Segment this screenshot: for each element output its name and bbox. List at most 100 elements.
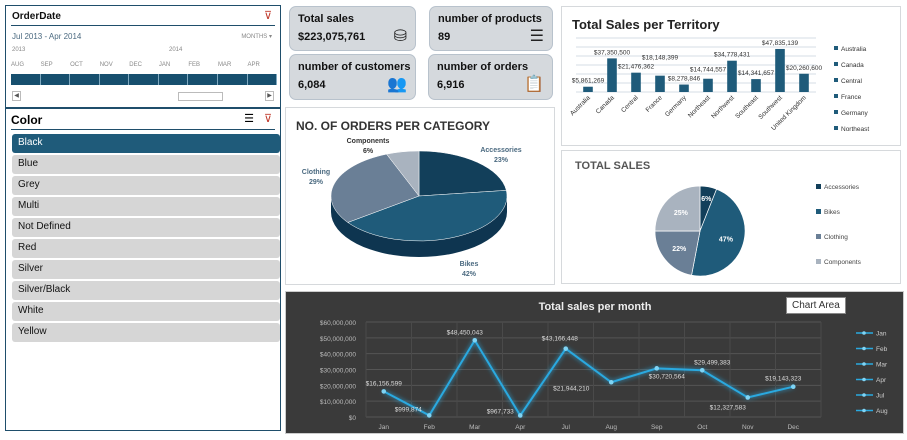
bar-northeast <box>703 78 713 92</box>
chart-area-tooltip: Chart Area <box>786 297 846 314</box>
slicer-item[interactable]: Black <box>12 134 280 153</box>
x-tick-label: France <box>645 94 665 114</box>
legend-label: Feb <box>876 346 888 353</box>
pie-percent-label: 25% <box>674 210 689 217</box>
orders-per-category-chart[interactable]: NO. OF ORDERS PER CATEGORY Accessories 23%… <box>285 107 555 285</box>
kpi-value: $223,075,761 <box>298 31 366 43</box>
bar-france <box>655 75 665 92</box>
x-tick-label: Jan <box>379 424 390 431</box>
pie-category-label: Clothing <box>302 169 330 176</box>
bar-australia <box>583 86 593 92</box>
kpi-card: number of orders 6,916 📋 <box>428 54 553 100</box>
y-tick-label: $60,000,000 <box>320 320 357 327</box>
timeline-month-bar[interactable] <box>218 74 248 85</box>
pie-category-label: Bikes <box>460 261 479 268</box>
slicer-item[interactable]: White <box>12 302 280 321</box>
y-tick-label: $40,000,000 <box>320 352 357 359</box>
legend-marker <box>834 62 838 66</box>
chart-title: TOTAL SALES <box>575 160 650 172</box>
kpi-card: number of customers 6,084 👥 <box>289 54 416 100</box>
slicer-item[interactable]: Red <box>12 239 280 258</box>
slicer-item[interactable]: Not Defined <box>12 218 280 237</box>
timeline-month-label: JAN <box>158 62 171 68</box>
data-point <box>699 367 705 373</box>
legend-marker <box>816 259 821 264</box>
pie-percent-label: 42% <box>462 271 477 278</box>
slicer-item[interactable]: Multi <box>12 197 280 216</box>
data-label: $21,944,210 <box>553 385 590 392</box>
timeline-month-bar[interactable] <box>248 74 278 85</box>
pie-slice-accessories <box>418 150 507 197</box>
data-point <box>745 395 751 400</box>
legend-marker <box>862 362 866 366</box>
timeline-month-label: SEP <box>40 62 53 68</box>
total-sales-pie-chart[interactable]: TOTAL SALES 6% 47% 22% 25% Accessories Bikes Cl… <box>561 150 901 284</box>
timeline-month-label: AUG <box>11 62 25 68</box>
timeline-month-bar[interactable] <box>100 74 130 85</box>
bar-central <box>631 72 641 92</box>
timeline-scrollbar[interactable] <box>178 92 223 101</box>
timeline-month-bar[interactable] <box>129 74 159 85</box>
legend-label: Clothing <box>824 234 848 241</box>
legend-marker <box>816 209 821 214</box>
period-dropdown[interactable]: MONTHS ▾ <box>241 34 272 40</box>
data-point <box>563 346 569 351</box>
legend-marker <box>816 184 821 189</box>
legend-label: Jul <box>876 393 885 400</box>
orderdate-timeline[interactable]: OrderDate ⊽ Jul 2013 - Apr 2014 MONTHS ▾… <box>5 5 281 108</box>
bar-canada <box>607 58 617 92</box>
data-point <box>608 379 614 385</box>
sales-line <box>383 338 794 418</box>
legend-marker <box>862 331 866 335</box>
y-tick-label: $10,000,000 <box>320 399 357 406</box>
chart-title: Total sales per month <box>539 301 652 313</box>
timeline-month-bar[interactable] <box>11 74 41 85</box>
legend-marker <box>816 234 821 239</box>
legend-marker <box>834 110 838 114</box>
scroll-left-button[interactable]: ◀ <box>12 91 21 101</box>
x-tick-label: Northeast <box>687 94 712 119</box>
bar-northwest <box>727 60 737 92</box>
scroll-right-button[interactable]: ▶ <box>265 91 274 101</box>
kpi-value: 6,084 <box>298 79 326 91</box>
legend-marker <box>834 46 838 50</box>
legend-label: Components <box>824 259 862 266</box>
x-tick-label: Apr <box>515 424 526 431</box>
x-tick-label: Central <box>620 94 640 114</box>
timeline-month-bar[interactable] <box>159 74 189 85</box>
sales-per-month-chart[interactable]: Total sales per month $0 $10,000,000 $20,00… <box>285 291 904 434</box>
y-tick-label: $0 <box>349 415 357 422</box>
multi-select-icon[interactable]: ☰ <box>244 113 254 125</box>
clear-filter-icon[interactable]: ⊽ <box>263 113 272 125</box>
pie-percent-label: 6% <box>701 196 712 203</box>
data-label: $18,148,399 <box>642 55 679 62</box>
legend-label: Germany <box>841 110 868 117</box>
data-label: $999,874 <box>395 406 422 413</box>
slicer-item[interactable]: Silver/Black <box>12 281 280 300</box>
clear-filter-icon[interactable]: ⊽ <box>263 10 272 22</box>
data-point <box>654 366 660 371</box>
slicer-item[interactable]: Yellow <box>12 323 280 342</box>
slicer-item[interactable]: Grey <box>12 176 280 195</box>
slicer-item[interactable]: Blue <box>12 155 280 174</box>
chart-title: NO. OF ORDERS PER CATEGORY <box>296 119 490 133</box>
x-tick-label: Mar <box>469 424 481 431</box>
legend-label: Accessories <box>824 184 860 191</box>
timeline-month-bar[interactable] <box>41 74 71 85</box>
data-label: $967,733 <box>487 408 514 415</box>
data-label: $29,499,383 <box>694 359 731 366</box>
timeline-month-bar[interactable] <box>70 74 100 85</box>
kpi-label: Total sales <box>298 13 355 25</box>
timeline-month-bar[interactable] <box>188 74 218 85</box>
pie-percent-label: 47% <box>719 237 734 244</box>
kpi-label: number of orders <box>437 61 529 73</box>
data-point <box>381 389 387 394</box>
legend-marker <box>862 393 866 397</box>
sales-per-territory-chart[interactable]: Total Sales per Territory $5,861,269 Austr… <box>561 6 901 146</box>
list-icon: ☰ <box>529 28 544 45</box>
x-tick-label: Canada <box>595 94 616 115</box>
timeline-month-label: FEB <box>188 62 201 68</box>
slicer-item[interactable]: Silver <box>12 260 280 279</box>
timeline-month-label: DEC <box>129 62 142 68</box>
data-label: $14,341,657 <box>738 70 775 77</box>
